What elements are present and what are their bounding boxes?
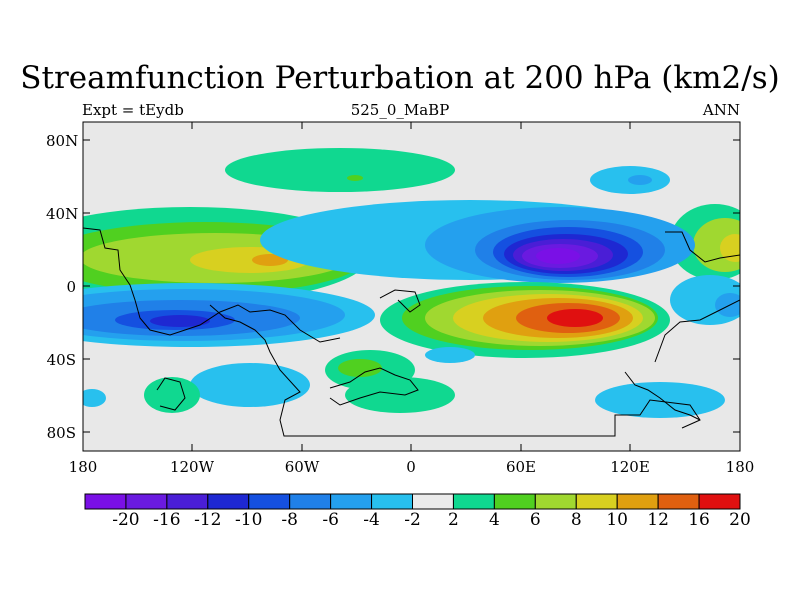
lon-label-180e: 180 xyxy=(725,458,755,476)
contour-saus-m2 xyxy=(595,382,725,418)
contour-spac-m12 xyxy=(150,315,210,327)
colorbar-swatch xyxy=(657,493,700,510)
contour-s-green-a xyxy=(144,377,200,413)
contour-field xyxy=(83,148,740,437)
lat-label-80s: 80S xyxy=(46,424,76,442)
colorbar-swatch xyxy=(371,493,413,510)
colorbar-tick-label: 6 xyxy=(529,510,541,530)
lon-label-60w: 60W xyxy=(284,458,320,476)
colorbar-swatch xyxy=(534,493,577,510)
colorbar-swatch xyxy=(575,493,618,510)
colorbar-swatch xyxy=(330,493,373,510)
lat-label-80n: 80N xyxy=(46,132,79,150)
lon-label-120w: 120W xyxy=(169,458,215,476)
lon-label-180w: 180 xyxy=(68,458,98,476)
colorbar-swatch xyxy=(452,493,495,510)
colorbar-swatch xyxy=(166,493,209,510)
season-label: ANN xyxy=(702,101,740,119)
contour-arctic-positive xyxy=(225,148,455,192)
contour-siberia-m4 xyxy=(628,175,652,185)
colorbar-tick-label: 20 xyxy=(729,510,751,530)
colorbar-tick-label: -10 xyxy=(235,510,263,530)
colorbar-tick-label: -8 xyxy=(281,510,298,530)
colorbar-tick-label: -2 xyxy=(404,510,421,530)
colorbar-tick-label: 10 xyxy=(606,510,628,530)
tick-marks xyxy=(83,122,740,451)
lat-label-40n: 40N xyxy=(46,205,79,223)
colorbar-tick-label: -20 xyxy=(112,510,140,530)
coastline-south-pacific-island xyxy=(156,377,186,411)
period-label: 525_0_MaBP xyxy=(350,101,450,119)
colorbar-tick-label: -16 xyxy=(153,510,181,530)
contour-sw-m2 xyxy=(83,389,106,407)
colorbar xyxy=(84,493,741,510)
coastline-africa-south xyxy=(329,367,419,406)
coastline-australia xyxy=(624,371,701,421)
colorbar-swatch xyxy=(84,493,127,510)
contour-arctic-core xyxy=(347,175,363,181)
colorbar-swatch xyxy=(698,493,741,510)
contour-wpac-m4 xyxy=(715,293,740,317)
coastline-africa-north xyxy=(379,289,421,313)
contour-s-green-c xyxy=(338,359,382,377)
contour-ssub-m2 xyxy=(425,347,475,363)
coastline-antarctica-south xyxy=(209,304,701,437)
coastline-americas xyxy=(83,227,341,343)
colorbar-swatch xyxy=(412,493,454,510)
experiment-label: Expt = tEydb xyxy=(82,101,184,119)
lon-label-60e: 60E xyxy=(505,458,537,476)
coastline-east-asia xyxy=(665,231,740,263)
lat-label-0: 0 xyxy=(66,278,76,296)
colorbar-swatch xyxy=(207,493,250,510)
colorbar-tick-label: -12 xyxy=(194,510,222,530)
colorbar-tick-label: 16 xyxy=(688,510,710,530)
colorbar-swatch xyxy=(616,493,659,510)
contour-dateline-10 xyxy=(720,234,740,262)
colorbar-tick-label: 4 xyxy=(488,510,500,530)
lon-label-0: 0 xyxy=(406,458,416,476)
colorbar-tick-label: -4 xyxy=(363,510,380,530)
colorbar-swatch xyxy=(125,493,168,510)
colorbar-tick-label: 2 xyxy=(448,510,459,530)
lat-label-40s: 40S xyxy=(46,351,76,369)
colorbar-swatch xyxy=(248,493,291,510)
colorbar-swatch xyxy=(289,493,332,510)
contour-asia-m20 xyxy=(536,248,580,264)
contour-s-green-d xyxy=(345,377,455,413)
colorbar-tick-label: -6 xyxy=(322,510,339,530)
colorbar-tick-label: 12 xyxy=(647,510,669,530)
colorbar-tick-label: 8 xyxy=(570,510,582,530)
chart-title: Streamfunction Perturbation at 200 hPa (… xyxy=(20,60,780,96)
contour-npac-12 xyxy=(252,254,288,266)
contour-io-20 xyxy=(547,309,603,327)
contour-s-blue xyxy=(190,363,310,407)
colorbar-swatch xyxy=(493,493,536,510)
coastline-se-asia xyxy=(654,299,740,363)
lon-label-120e: 120E xyxy=(610,458,650,476)
